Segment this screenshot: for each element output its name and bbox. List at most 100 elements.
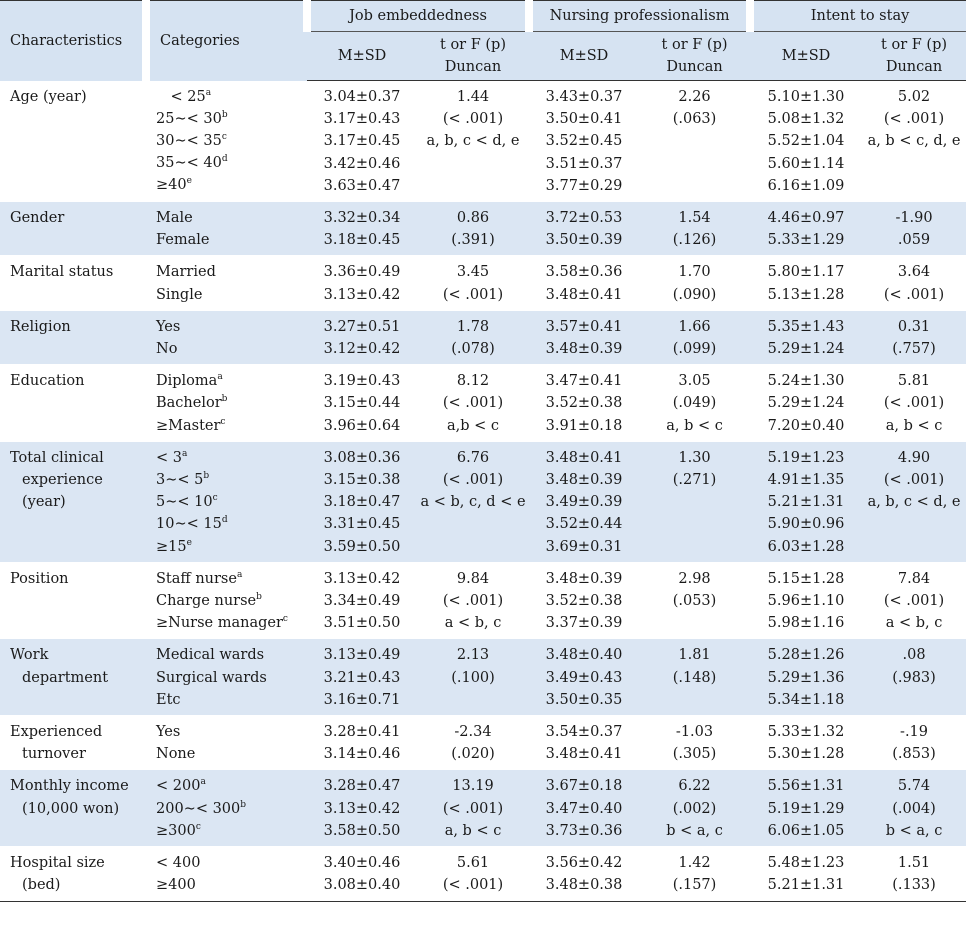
intent-to-stay-stat-value: 0.31 [897,318,931,335]
nursing-professionalism-value: 3.48±0.38 [545,877,623,894]
nursing-professionalism-value: 3.48±0.41 [545,746,623,763]
category-label: ≥300 [156,822,196,839]
job-embeddedness-stat-cell: 8.12 (< .001) a,b < c [417,364,530,442]
job-embeddedness-stat-cell: 0.86 (.391) [417,201,530,257]
job-embeddedness-stat-value: 2.13 [456,647,490,664]
category-item: No [156,338,307,360]
nursing-professionalism-stat-value: 3.05 [678,373,711,390]
intent-to-stay-stat-value: b < a, c [885,822,943,839]
job-embeddedness-value: 3.04±0.37 [323,89,401,105]
job-embeddedness-stat-cell: 13.19 (< .001) a, b < c [417,769,530,848]
nursing-professionalism-value: 3.47±0.41 [545,373,623,390]
intent-to-stay-cell: 5.35±1.43 5.29±1.24 [750,310,863,366]
header-stat: t or F (p) Duncan [862,31,967,81]
category-item: 3∼< 5b [156,469,307,491]
nursing-professionalism-cell: 3.54±0.37 3.48±0.41 [529,715,640,771]
intent-to-stay-stat-value: a < b, c [885,615,943,632]
job-embeddedness-value: 3.34±0.49 [323,593,401,610]
category-label: ≥Nurse manager [156,615,283,632]
job-embeddedness-value: 3.13±0.42 [323,800,401,817]
nursing-professionalism-stat-value: 1.66 [678,318,711,335]
table-row: Marital status Married Single 3.36±0.49 3.13… [0,255,967,311]
characteristic-label: Hospital size [10,855,105,872]
intent-to-stay-stat-cell: -.19 (.853) [862,715,967,771]
job-embeddedness-value: 3.18±0.45 [323,232,401,249]
category-item: Married [156,261,307,283]
nursing-professionalism-stat-cell: 1.66 (.099) [639,310,751,366]
category-superscript: e [186,176,192,187]
intent-to-stay-stat-value: (< .001) [883,286,945,303]
intent-to-stay-stat-cell: 7.84 (< .001) a < b, c [862,562,967,640]
header-stat-line2: Duncan [885,59,943,75]
category-label: Yes [156,318,181,335]
category-cell: Diplomaa Bachelorb ≥Masterc [146,364,307,442]
job-embeddedness-stat-value: a < b, c, d < e [420,494,526,511]
category-superscript: c [221,132,227,143]
nursing-professionalism-stat-value: 6.22 [678,778,711,795]
job-embeddedness-stat-value: (< .001) [442,286,504,303]
characteristic-label: Education [10,373,85,390]
nursing-professionalism-cell: 3.67±0.18 3.47±0.40 3.73±0.36 [529,769,640,848]
characteristic-cell: Hospital size (bed) [0,846,146,902]
nursing-professionalism-value: 3.69±0.31 [545,538,623,555]
intent-to-stay-stat-cell: .08 (.983) [862,638,967,717]
category-label: Surgical wards [156,669,267,686]
characteristic-label: (year) [22,494,66,511]
nursing-professionalism-stat-cell: 1.81 (.148) [639,638,751,717]
category-item: ≥15e [156,536,307,558]
nursing-professionalism-value: 3.58±0.36 [545,264,623,281]
category-superscript: a [217,372,223,383]
category-item: < 200a [156,775,307,797]
job-embeddedness-stat-cell: 5.61 (< .001) [417,846,530,902]
category-item: < 3a [156,447,307,469]
intent-to-stay-value: 5.60±1.14 [767,155,845,172]
category-item: Yes [156,721,307,743]
intent-to-stay-stat-value: 5.02 [897,89,931,105]
intent-to-stay-value: 5.21±1.31 [767,877,845,894]
intent-to-stay-cell: 5.19±1.23 4.91±1.35 5.21±1.31 5.90±0.96 6.03… [750,441,863,563]
nursing-professionalism-value: 3.52±0.44 [545,516,623,533]
category-label: 25∼< 30 [156,110,222,127]
job-embeddedness-stat-value: 6.76 [456,449,490,466]
job-embeddedness-stat-cell: 1.78 (.078) [417,310,530,366]
job-embeddedness-value: 3.58±0.50 [323,822,401,839]
category-item: 5∼< 10c [156,491,307,513]
category-label: Yes [156,724,181,741]
intent-to-stay-cell: 5.56±1.31 5.19±1.29 6.06±1.05 [750,769,863,848]
table-row: Gender Male Female 3.32±0.34 3.18±0.45 0.86 (.… [0,201,967,257]
category-label: Medical wards [156,647,265,664]
job-embeddedness-stat-value: (< .001) [442,472,504,489]
characteristic-label: Work [10,647,49,664]
characteristic-label: Total clinical [10,449,104,466]
category-label: 5∼< 10 [156,494,213,511]
category-item: < 400 [156,852,307,874]
intent-to-stay-stat-value: .059 [897,232,931,249]
nursing-professionalism-cell: 3.56±0.42 3.48±0.38 [529,846,640,902]
intent-to-stay-value: 5.56±1.31 [767,778,845,795]
job-embeddedness-stat-cell: 9.84 (< .001) a < b, c [417,562,530,640]
nursing-professionalism-value: 3.50±0.41 [545,111,623,128]
intent-to-stay-value: 5.19±1.23 [767,449,845,466]
nursing-professionalism-stat-value: (.063) [672,111,717,128]
category-item: 30∼< 35c [156,130,307,152]
job-embeddedness-value: 3.36±0.49 [323,264,401,281]
nursing-professionalism-stat-value: -1.03 [675,724,714,741]
header-msd: M±SD [750,31,863,81]
category-label: Staff nurse [156,570,237,587]
intent-to-stay-stat-cell: -1.90 .059 [862,201,967,257]
job-embeddedness-stat-value: -2.34 [454,724,492,741]
intent-to-stay-value: 5.98±1.16 [767,615,845,632]
table-header: Characteristics Categories Job embeddedn… [0,0,967,81]
intent-to-stay-cell: 5.15±1.28 5.96±1.10 5.98±1.16 [750,562,863,640]
intent-to-stay-value: 5.13±1.28 [767,286,845,303]
nursing-professionalism-cell: 3.57±0.41 3.48±0.39 [529,310,640,366]
category-label: 3∼< 5 [156,472,204,489]
job-embeddedness-stat-value: 0.86 [456,210,490,227]
intent-to-stay-stat-value: 7.84 [897,570,931,587]
job-embeddedness-value: 3.63±0.47 [323,177,401,194]
intent-to-stay-stat-value: 5.81 [897,373,931,390]
category-item: Female [156,229,307,251]
job-embeddedness-value: 3.19±0.43 [323,373,401,390]
intent-to-stay-cell: 5.28±1.26 5.29±1.36 5.34±1.18 [750,638,863,717]
intent-to-stay-stat-value: a, b < c, d, e [867,133,961,150]
